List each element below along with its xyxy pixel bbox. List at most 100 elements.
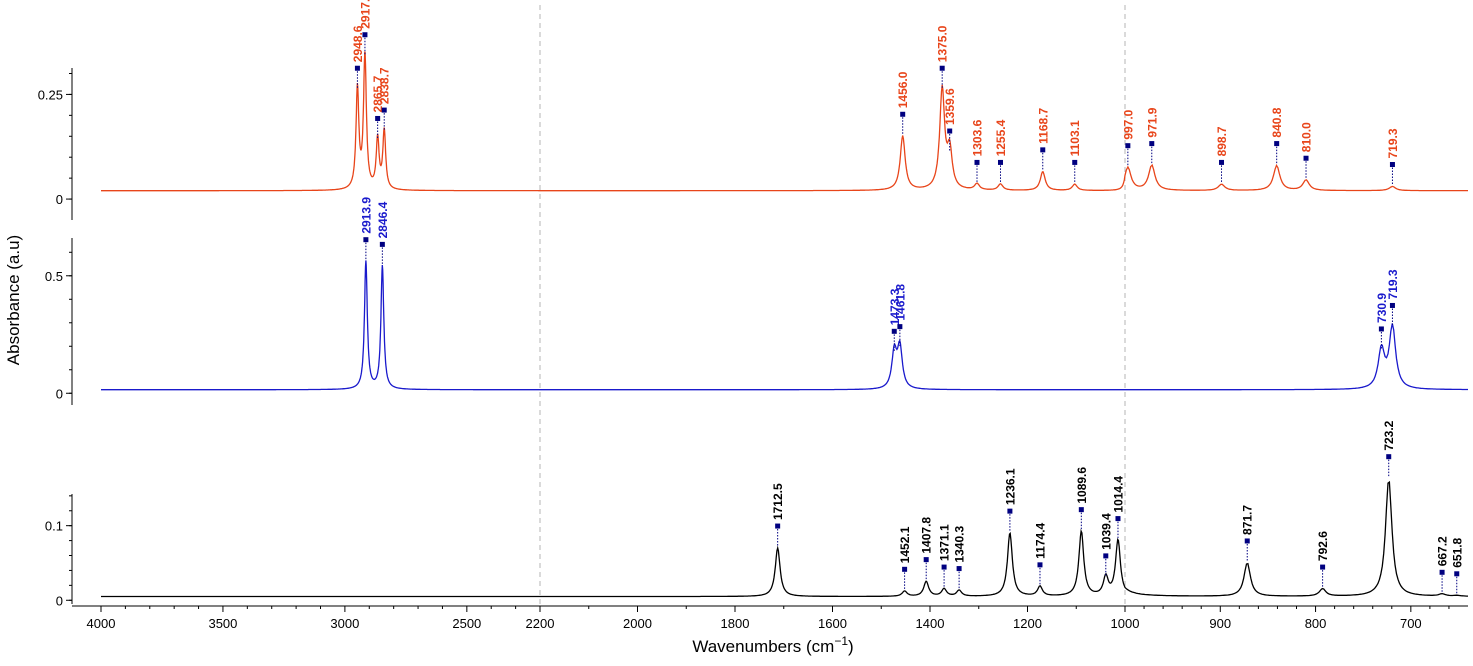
y-tick-label: 0.5 [45,269,63,284]
peak-label: 723.2 [1382,420,1396,450]
peak-label: 1255.4 [994,119,1008,156]
peak-marker [1103,553,1109,559]
spectrum-line [101,51,1468,192]
x-tick-label: 700 [1400,616,1422,631]
x-tick-label: 3000 [330,616,359,631]
peak-label: 1103.1 [1068,120,1082,156]
x-tick-label: 2200 [526,616,555,631]
peak-marker [1115,516,1121,522]
x-tick-label: 1600 [818,616,847,631]
x-tick-label: 800 [1305,616,1327,631]
peak-label: 2948.6 [351,25,365,62]
peak-label: 2838.7 [378,67,392,104]
peak-label: 651.8 [1450,537,1464,567]
y-tick-label: 0.25 [38,87,63,102]
peak-marker [1219,159,1225,165]
x-tick-label: 2500 [452,616,481,631]
peak-marker [1244,538,1250,544]
peak-marker [1389,302,1395,308]
peak-marker [939,65,945,71]
x-tick-label: 1200 [1013,616,1042,631]
peak-label: 1174.4 [1033,522,1047,558]
peak-marker [891,328,897,334]
peak-label: 840.8 [1270,107,1284,137]
peak-marker [941,564,947,570]
x-axis: 4000 3500 3000 2500 2200 2000 1800 1600 1400 1200… [72,605,1468,631]
peak-label: 667.2 [1436,536,1450,566]
peak-marker [1454,571,1460,577]
peak-label: 1303.6 [970,119,984,156]
peak-label: 792.6 [1316,531,1330,561]
peak-label: 730.9 [1375,293,1389,323]
y-tick-label: 0 [56,386,63,401]
peak-label: 1371.1 [938,524,952,561]
peak-label: 1452.1 [898,526,912,563]
x-tick-label: 1400 [916,616,945,631]
peak-marker [1439,569,1445,575]
peak-label: 1473.3 [888,288,902,325]
peak-marker [1037,562,1043,568]
reference-lines [539,5,1126,606]
y-tick-label: 0 [56,192,63,207]
peak-marker [997,159,1003,165]
peak-marker [900,111,906,117]
peak-label: 1168.7 [1036,107,1050,143]
peak-marker [902,566,908,572]
peak-label: 2913.9 [359,197,373,234]
y-tick-label: 0.1 [45,519,63,534]
peak-marker [1078,507,1084,513]
peak-label: 997.0 [1121,109,1135,139]
peak-label: 898.7 [1215,126,1229,156]
x-tick-label: 3500 [208,616,237,631]
peak-label: 1340.3 [953,526,967,563]
peak-label: 1039.4 [1099,513,1113,550]
peak-label: 1461.8 [893,284,907,321]
peak-marker [381,107,387,113]
peak-marker [379,241,385,247]
peak-label: 1089.6 [1075,467,1089,504]
spectrum-line [101,260,1468,391]
peak-label: 971.9 [1145,107,1159,137]
peak-marker [947,128,953,134]
x-tick-label: 2000 [623,616,652,631]
peak-marker [354,65,360,71]
peak-label: 1375.0 [936,25,950,62]
peak-marker [1389,162,1395,168]
peak-label: 1359.6 [943,88,957,125]
peak-marker [923,557,929,563]
peak-marker [1007,508,1013,514]
peak-label: 1712.5 [771,483,785,520]
peak-label: 2846.4 [376,201,390,238]
peak-label: 1014.4 [1111,476,1125,513]
peak-marker [897,324,903,330]
peak-label: 2865.7 [371,75,385,112]
peak-marker [1274,141,1280,147]
peak-marker [1303,155,1309,161]
x-tick-label: 1000 [1111,616,1140,631]
peak-marker [1125,143,1131,149]
peak-label: 1236.1 [1003,468,1017,505]
x-tick-label: 4000 [87,616,116,631]
y-axis-title: Absorbance (a.u) [4,235,23,365]
peak-marker [375,115,381,121]
peak-marker [1320,564,1326,570]
peak-marker [1378,326,1384,332]
peak-marker [775,523,781,529]
peak-marker [956,566,962,572]
peak-label: 871.7 [1241,505,1255,535]
peak-marker [1040,147,1046,153]
peak-marker [1072,159,1078,165]
peak-marker [1149,141,1155,147]
peak-label: 2917.8 [358,0,372,29]
y-tick-label: 0 [56,593,63,608]
peak-label: 1456.0 [896,71,910,108]
spectrum-line [101,480,1468,598]
peak-label: 719.3 [1386,128,1400,158]
peak-marker [363,237,369,243]
peak-label: 810.0 [1300,122,1314,152]
